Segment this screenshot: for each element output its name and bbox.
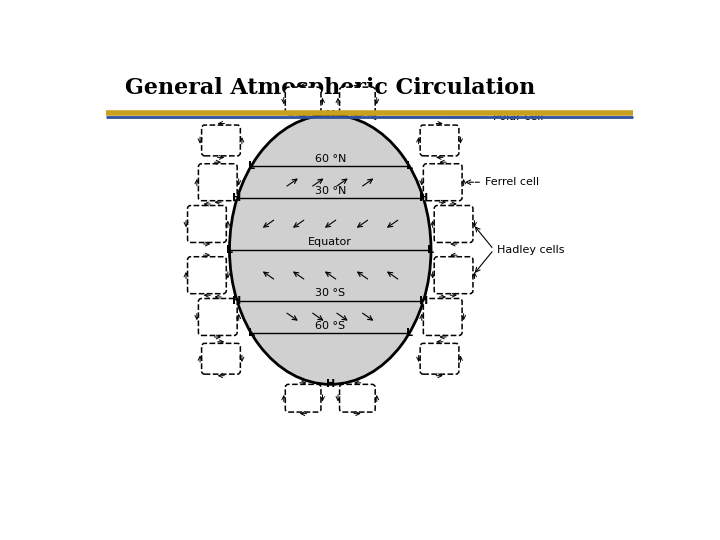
Text: L: L	[406, 161, 413, 171]
Text: Hadley cells: Hadley cells	[497, 245, 564, 254]
FancyBboxPatch shape	[434, 256, 473, 294]
Text: L: L	[226, 245, 233, 254]
Text: L: L	[248, 328, 255, 338]
Text: 60 °S: 60 °S	[315, 321, 346, 331]
Text: 30 °N: 30 °N	[315, 186, 346, 196]
FancyBboxPatch shape	[202, 343, 240, 374]
FancyBboxPatch shape	[187, 256, 226, 294]
Text: H: H	[325, 110, 335, 120]
Text: H: H	[419, 296, 428, 306]
Text: Ferrel cell: Ferrel cell	[485, 177, 539, 187]
FancyBboxPatch shape	[340, 87, 375, 115]
Text: 30 °S: 30 °S	[315, 288, 346, 299]
FancyBboxPatch shape	[434, 206, 473, 242]
Text: L: L	[406, 328, 413, 338]
FancyBboxPatch shape	[285, 384, 321, 412]
Text: H: H	[233, 193, 242, 204]
FancyBboxPatch shape	[423, 299, 462, 335]
FancyBboxPatch shape	[187, 206, 226, 242]
FancyBboxPatch shape	[423, 164, 462, 201]
FancyBboxPatch shape	[285, 87, 321, 115]
Text: H: H	[233, 296, 242, 306]
FancyBboxPatch shape	[202, 125, 240, 156]
Text: L: L	[248, 161, 255, 171]
Ellipse shape	[230, 115, 431, 384]
FancyBboxPatch shape	[199, 299, 237, 335]
FancyBboxPatch shape	[340, 384, 375, 412]
FancyBboxPatch shape	[420, 125, 459, 156]
Text: 60 °N: 60 °N	[315, 154, 346, 164]
Text: L: L	[428, 245, 434, 254]
Text: H: H	[419, 193, 428, 204]
Text: Equator: Equator	[308, 237, 352, 247]
Text: General Atmospheric Circulation: General Atmospheric Circulation	[125, 77, 536, 99]
Text: H: H	[325, 379, 335, 389]
Text: Polar cell: Polar cell	[493, 112, 544, 123]
FancyBboxPatch shape	[199, 164, 237, 201]
FancyBboxPatch shape	[420, 343, 459, 374]
